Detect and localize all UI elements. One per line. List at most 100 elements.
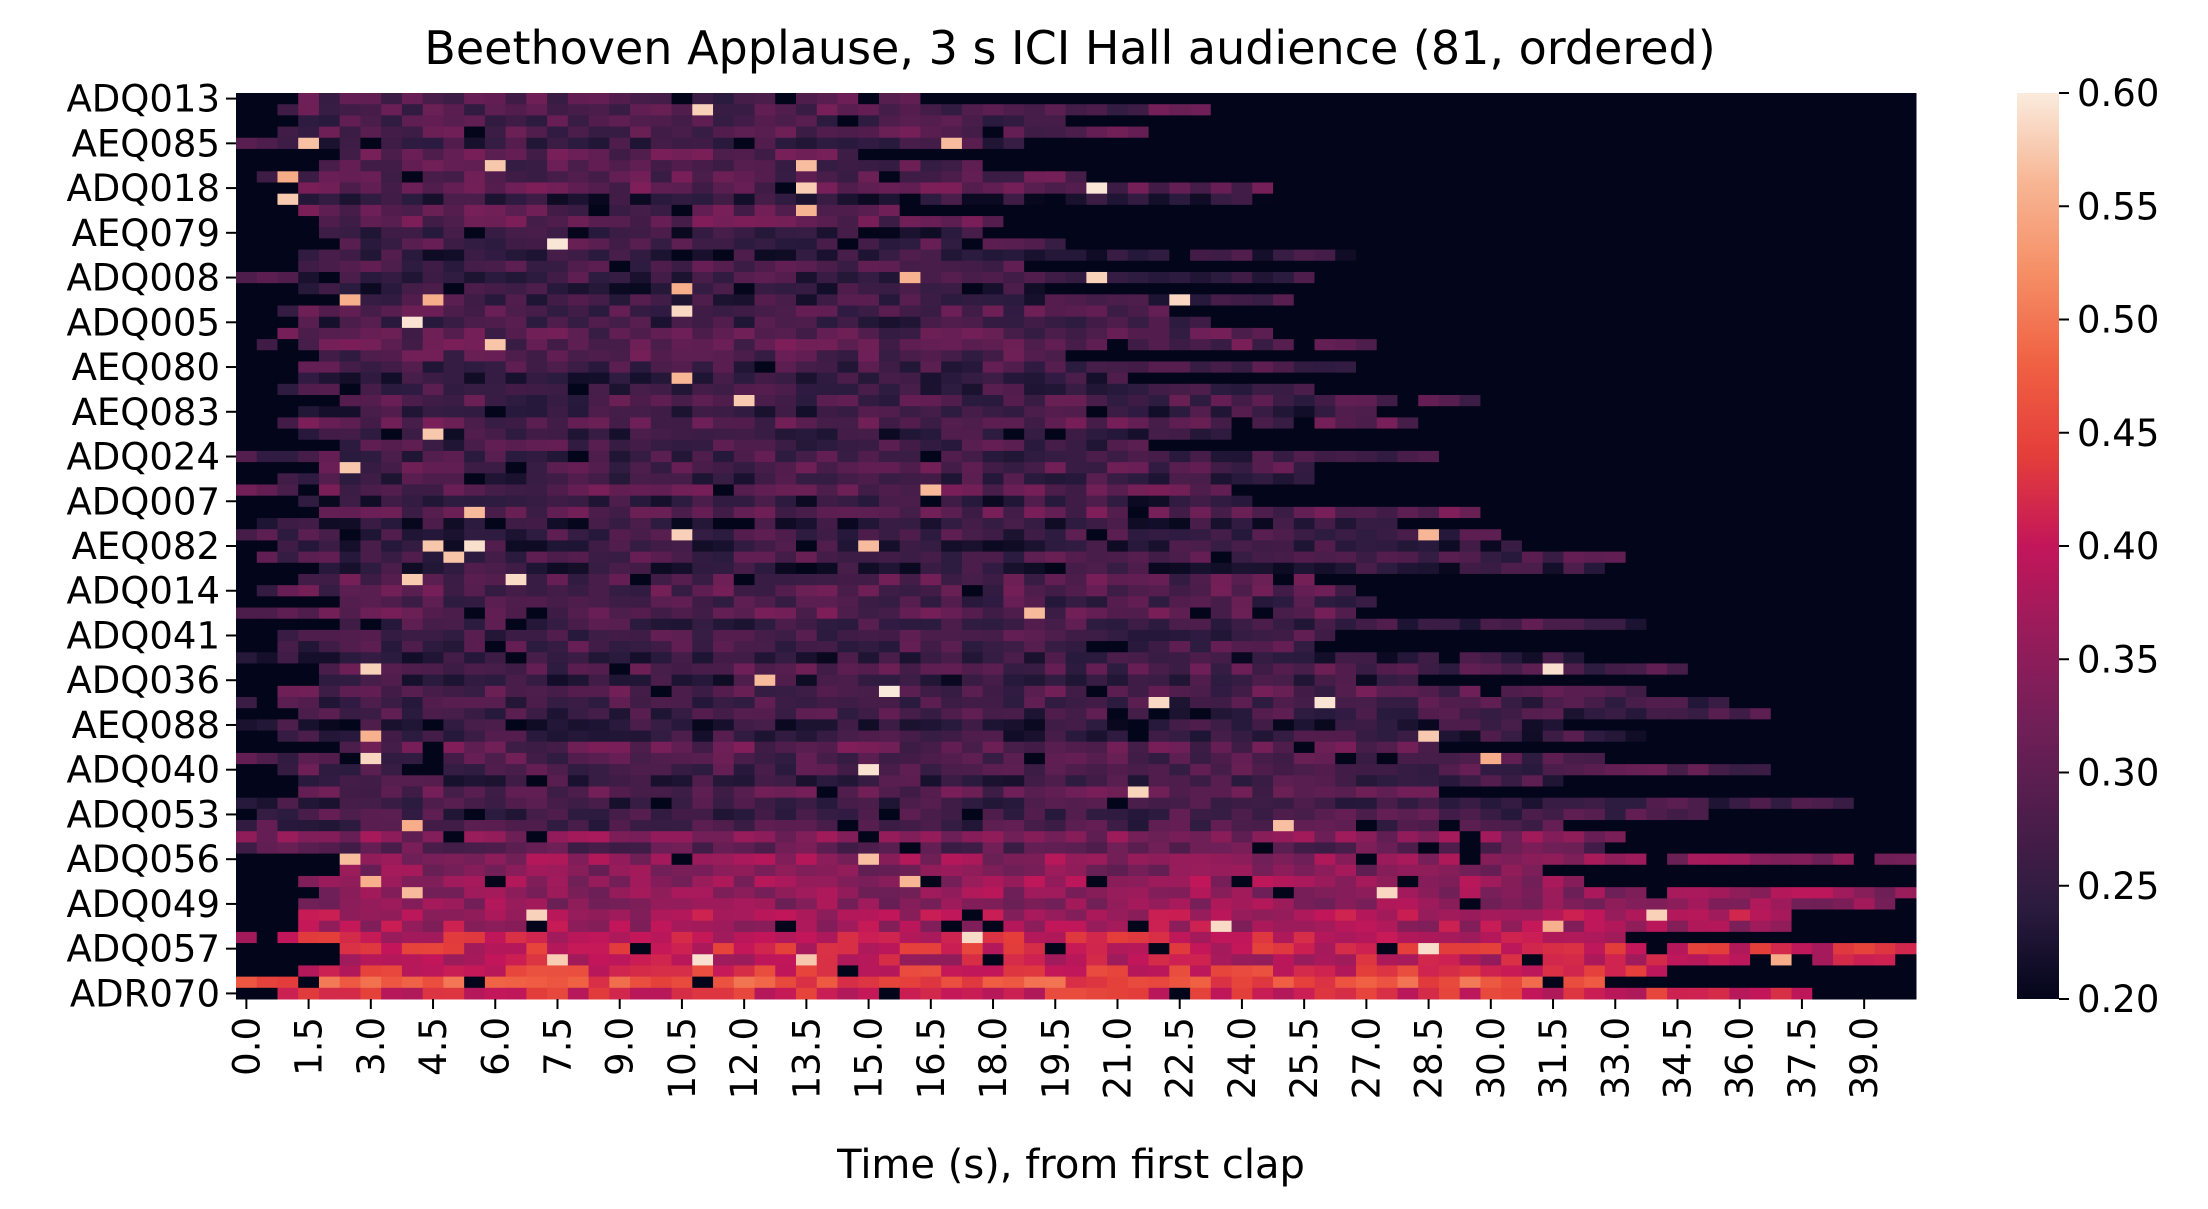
heatmap-cell xyxy=(277,685,299,698)
heatmap-cell xyxy=(1542,249,1564,262)
heatmap-cell xyxy=(1833,484,1855,497)
heatmap-cell xyxy=(1273,641,1295,653)
heatmap-cell xyxy=(360,148,382,161)
heatmap-cell xyxy=(650,428,673,441)
heatmap-cell xyxy=(1750,562,1772,575)
heatmap-cell xyxy=(484,573,507,586)
heatmap-cell xyxy=(401,540,424,553)
heatmap-cell xyxy=(754,171,776,183)
heatmap-cell xyxy=(1750,741,1772,754)
heatmap-cell xyxy=(713,137,735,150)
heatmap-cell xyxy=(1625,316,1647,329)
heatmap-cell xyxy=(339,193,361,206)
heatmap-cell xyxy=(1065,316,1087,329)
heatmap-cell xyxy=(360,551,382,564)
heatmap-cell xyxy=(401,305,424,318)
heatmap-cell xyxy=(878,171,901,183)
heatmap-cell xyxy=(1107,327,1129,340)
heatmap-cell xyxy=(443,562,465,575)
heatmap-cell xyxy=(733,775,756,787)
heatmap-cell xyxy=(588,249,610,262)
heatmap-cell xyxy=(422,607,444,620)
heatmap-cell xyxy=(401,383,424,396)
heatmap-cell xyxy=(567,249,590,262)
heatmap-cell xyxy=(1812,562,1834,575)
heatmap-cell xyxy=(1501,685,1523,698)
heatmap-cell xyxy=(1501,204,1523,217)
heatmap-cell xyxy=(1438,361,1461,374)
heatmap-cell xyxy=(484,607,507,620)
heatmap-cell xyxy=(401,562,424,575)
heatmap-cell xyxy=(1604,350,1627,362)
heatmap-cell xyxy=(588,204,610,217)
heatmap-cell xyxy=(484,361,507,374)
heatmap-cell xyxy=(1169,484,1191,497)
heatmap-cell xyxy=(1190,585,1212,597)
heatmap-cell xyxy=(1356,148,1378,161)
heatmap-cell xyxy=(298,238,320,251)
heatmap-cell xyxy=(796,708,818,720)
heatmap-cell xyxy=(1190,719,1212,732)
heatmap-cell xyxy=(775,551,797,564)
heatmap-cell xyxy=(1563,685,1585,698)
heatmap-cell xyxy=(1252,283,1274,295)
heatmap-cell xyxy=(484,708,507,720)
heatmap-cell xyxy=(920,383,942,396)
heatmap-cell xyxy=(256,428,278,441)
heatmap-cell xyxy=(982,305,1004,318)
heatmap-cell xyxy=(1750,294,1772,307)
heatmap-cell xyxy=(837,271,859,284)
heatmap-cell xyxy=(443,764,465,776)
heatmap-cell xyxy=(360,495,382,508)
heatmap-cell xyxy=(609,428,631,441)
heatmap-cell xyxy=(1086,730,1108,743)
heatmap-cell xyxy=(1335,674,1357,687)
heatmap-cell xyxy=(1210,775,1233,787)
heatmap-cell xyxy=(1687,383,1710,396)
heatmap-cell xyxy=(920,260,942,273)
heatmap-cell xyxy=(1335,529,1357,541)
heatmap-cell xyxy=(1750,450,1772,463)
heatmap-cell xyxy=(1024,607,1046,620)
heatmap-cell xyxy=(1708,372,1730,385)
heatmap-cell xyxy=(1438,596,1461,609)
heatmap-cell xyxy=(547,227,569,239)
heatmap-cell xyxy=(1065,339,1087,351)
heatmap-cell xyxy=(754,417,776,430)
heatmap-cell xyxy=(713,104,735,116)
heatmap-cell xyxy=(630,529,652,541)
heatmap-cell xyxy=(1770,126,1793,139)
heatmap-cell xyxy=(713,775,735,787)
heatmap-cell xyxy=(920,495,942,508)
heatmap-cell xyxy=(1770,395,1793,407)
heatmap-cell xyxy=(484,160,507,172)
heatmap-cell xyxy=(754,551,776,564)
heatmap-cell xyxy=(650,506,673,519)
heatmap-cell xyxy=(588,730,610,743)
heatmap-cell xyxy=(899,540,921,553)
heatmap-cell xyxy=(837,495,859,508)
heatmap-cell xyxy=(1252,406,1274,418)
heatmap-cell xyxy=(837,529,859,541)
heatmap-cell xyxy=(1107,495,1129,508)
heatmap-cell xyxy=(1584,462,1606,474)
heatmap-cell xyxy=(1833,562,1855,575)
heatmap-cell xyxy=(1273,148,1295,161)
heatmap-cell xyxy=(733,182,756,195)
heatmap-cell xyxy=(505,506,527,519)
heatmap-cell xyxy=(630,607,652,620)
heatmap-cell xyxy=(318,741,341,754)
heatmap-cell xyxy=(381,551,403,564)
heatmap-cell xyxy=(1231,562,1253,575)
heatmap-cell xyxy=(982,372,1004,385)
heatmap-cell xyxy=(422,305,444,318)
heatmap-cell xyxy=(1625,361,1647,374)
heatmap-cell xyxy=(1335,551,1357,564)
heatmap-cell xyxy=(1791,719,1813,732)
heatmap-cell xyxy=(1210,327,1233,340)
heatmap-cell xyxy=(256,361,278,374)
heatmap-cell xyxy=(1086,439,1108,452)
heatmap-cell xyxy=(464,641,486,653)
heatmap-cell xyxy=(858,573,880,586)
heatmap-cell xyxy=(1190,383,1212,396)
